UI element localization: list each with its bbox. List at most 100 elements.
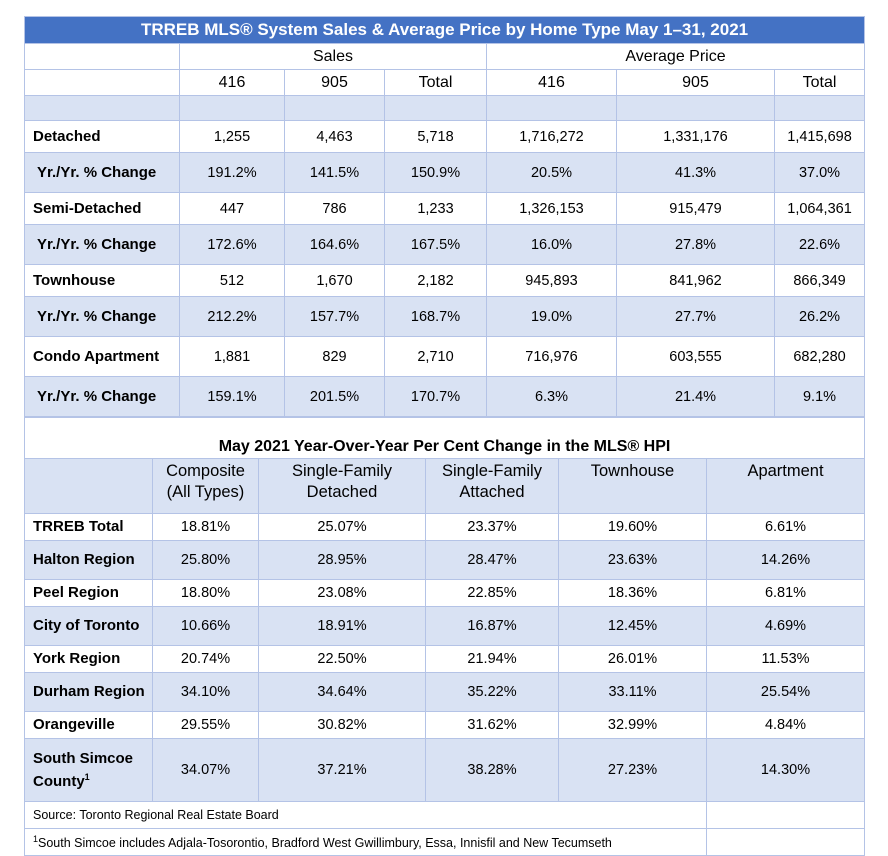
table-cell: 1,331,176: [616, 120, 775, 153]
table1-title: TRREB MLS® System Sales & Average Price …: [23, 16, 866, 44]
table-cell: 18.36%: [558, 579, 707, 607]
table-cell: 30.82%: [258, 711, 426, 739]
table-cell: 9.1%: [773, 376, 866, 417]
table-cell: 20.5%: [486, 152, 617, 193]
table-cell: 945,893: [486, 264, 617, 297]
table-cell: 6.61%: [705, 513, 866, 541]
table-cell: 27.23%: [558, 738, 707, 802]
table-cell: 141.5%: [284, 152, 385, 193]
table-cell: 150.9%: [384, 152, 487, 193]
table-cell: 23.08%: [258, 579, 426, 607]
table-cell: 1,881: [179, 336, 285, 377]
table-cell: 14.30%: [705, 738, 866, 802]
col-header: Total: [384, 69, 487, 96]
col-header: 416: [486, 69, 617, 96]
table-cell: 10.66%: [152, 606, 259, 646]
row-label: Peel Region: [24, 579, 153, 607]
table-cell: 172.6%: [179, 224, 285, 265]
table-row: Yr./Yr. % Change 159.1% 201.5% 170.7% 6.3% 21…: [24, 376, 866, 417]
table-cell: 159.1%: [179, 376, 285, 417]
table-cell: 16.87%: [425, 606, 559, 646]
row-label: Detached: [24, 120, 180, 153]
table-cell: 168.7%: [384, 296, 487, 337]
row-label: Orangeville: [24, 711, 153, 739]
footnote: 1South Simcoe includes Adjala-Tosorontio…: [24, 828, 707, 856]
table-cell: 4.84%: [705, 711, 866, 739]
table-cell: 25.54%: [705, 672, 866, 712]
table-row: Orangeville 29.55% 30.82% 31.62% 32.99% 4.84%: [24, 711, 866, 739]
table-cell: 6.3%: [486, 376, 617, 417]
table-cell: 28.95%: [258, 540, 426, 580]
table-row: South Simcoe County1 34.07% 37.21% 38.28% 27…: [24, 738, 866, 802]
table-cell: 1,064,361: [773, 192, 866, 225]
table-row: Condo Apartment 1,881 829 2,710 716,976 603,5…: [24, 336, 866, 377]
table-cell: 21.94%: [425, 645, 559, 673]
table-cell: 19.0%: [486, 296, 617, 337]
table-cell: 157.7%: [284, 296, 385, 337]
source-note: Source: Toronto Regional Real Estate Boa…: [24, 801, 707, 829]
row-label: Yr./Yr. % Change: [24, 296, 180, 337]
report-tables: TRREB MLS® System Sales & Average Price …: [23, 16, 866, 856]
table-cell: 1,670: [284, 264, 385, 297]
group-header-average-price: Average Price: [485, 43, 866, 70]
table-cell: 33.11%: [558, 672, 707, 712]
table-cell: 26.01%: [558, 645, 707, 673]
sales-price-table: TRREB MLS® System Sales & Average Price …: [23, 16, 866, 417]
table-row: Peel Region 18.80% 23.08% 22.85% 18.36% 6.81%: [24, 579, 866, 607]
table-cell: 191.2%: [179, 152, 285, 193]
table-cell: 23.63%: [558, 540, 707, 580]
table-cell: 38.28%: [425, 738, 559, 802]
row-label: York Region: [24, 645, 153, 673]
col-header: Composite (All Types): [152, 458, 259, 514]
table-row: TRREB Total 18.81% 25.07% 23.37% 19.60% 6.61%: [24, 513, 866, 541]
table-row: Halton Region 25.80% 28.95% 28.47% 23.63% 14.…: [24, 540, 866, 580]
table-cell: 37.0%: [773, 152, 866, 193]
row-label: Yr./Yr. % Change: [24, 376, 180, 417]
table-cell: 20.74%: [152, 645, 259, 673]
table-cell: 32.99%: [558, 711, 707, 739]
row-label: Condo Apartment: [24, 336, 180, 377]
col-header: Single-Family Attached: [425, 458, 559, 514]
table2-title: May 2021 Year-Over-Year Per Cent Change …: [23, 417, 866, 459]
table-cell: 2,182: [384, 264, 487, 297]
table-cell: 14.26%: [705, 540, 866, 580]
table-cell: 716,976: [486, 336, 617, 377]
table-cell: 841,962: [616, 264, 775, 297]
table-cell: 1,415,698: [773, 120, 866, 153]
col-header: Single-Family Detached: [258, 458, 426, 514]
table-row: Detached 1,255 4,463 5,718 1,716,272 1,331,17…: [24, 120, 866, 153]
table-cell: 37.21%: [258, 738, 426, 802]
table-cell: 22.6%: [773, 224, 866, 265]
spacer-row: [24, 95, 866, 121]
col-header: 905: [616, 69, 775, 96]
table-cell: 29.55%: [152, 711, 259, 739]
table-cell: 25.07%: [258, 513, 426, 541]
col-header: 416: [179, 69, 285, 96]
table-cell: 786: [284, 192, 385, 225]
table-cell: 41.3%: [616, 152, 775, 193]
col-header: 905: [284, 69, 385, 96]
table-cell: 682,280: [773, 336, 866, 377]
table-cell: 167.5%: [384, 224, 487, 265]
table-cell: 4,463: [284, 120, 385, 153]
table-cell: 447: [179, 192, 285, 225]
group-header-sales: Sales: [179, 43, 487, 70]
table-row: Yr./Yr. % Change 191.2% 141.5% 150.9% 20.5% 4…: [24, 152, 866, 193]
table-cell: 11.53%: [705, 645, 866, 673]
table-cell: 18.91%: [258, 606, 426, 646]
table-row: Yr./Yr. % Change 212.2% 157.7% 168.7% 19.0% 2…: [24, 296, 866, 337]
table-cell: 512: [179, 264, 285, 297]
table-cell: 18.80%: [152, 579, 259, 607]
table-cell: 4.69%: [705, 606, 866, 646]
hpi-change-table: May 2021 Year-Over-Year Per Cent Change …: [23, 417, 866, 856]
table-cell: 21.4%: [616, 376, 775, 417]
table-cell: 6.81%: [705, 579, 866, 607]
table-row: Yr./Yr. % Change 172.6% 164.6% 167.5% 16.0% 2…: [24, 224, 866, 265]
table-cell: 16.0%: [486, 224, 617, 265]
table-cell: 1,716,272: [486, 120, 617, 153]
row-label: TRREB Total: [24, 513, 153, 541]
table-cell: 1,255: [179, 120, 285, 153]
table-cell: 34.10%: [152, 672, 259, 712]
table-row: York Region 20.74% 22.50% 21.94% 26.01% 11.53…: [24, 645, 866, 673]
col-header: Townhouse: [558, 458, 707, 514]
